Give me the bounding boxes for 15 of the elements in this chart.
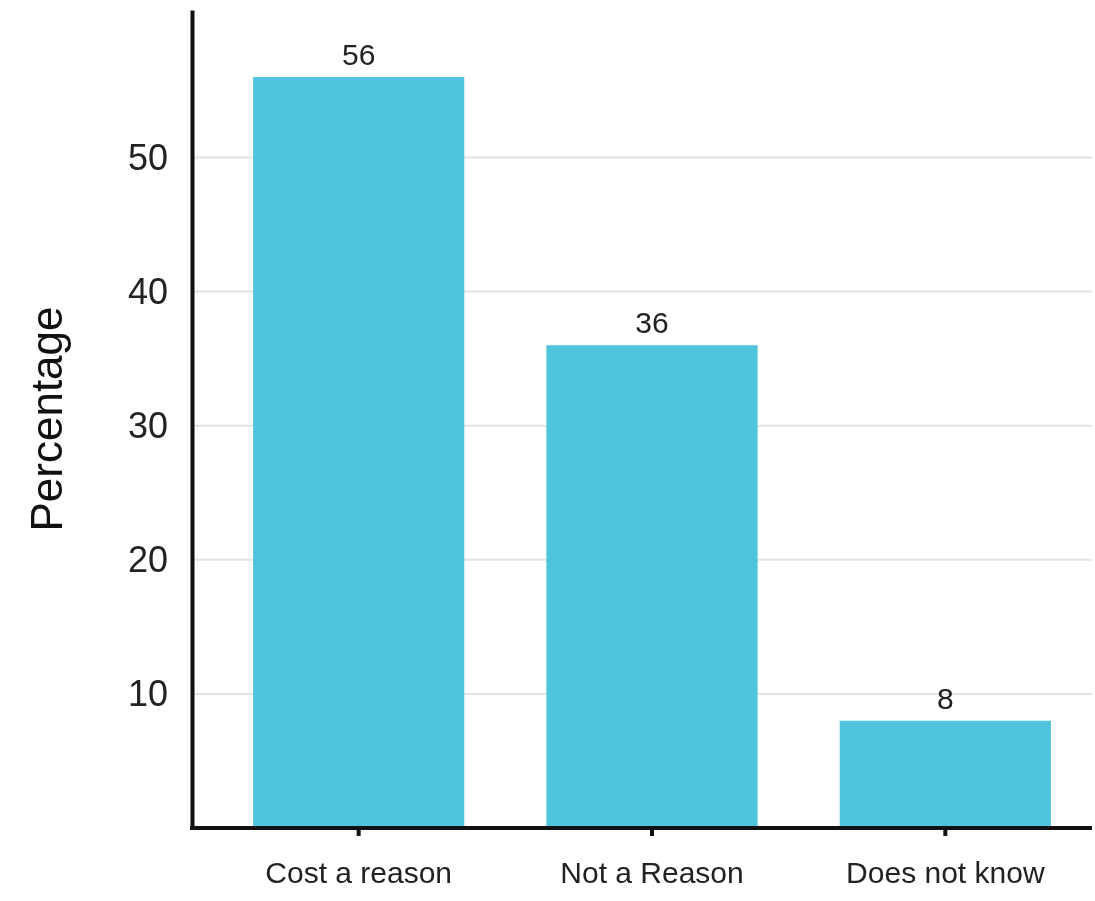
y-tick-label: 30 (127, 404, 168, 446)
y-tick-label: 10 (127, 672, 168, 714)
bar (546, 345, 758, 828)
data-label: 36 (635, 306, 669, 340)
y-tick-label: 20 (127, 538, 168, 580)
x-tick-label: Does not know (846, 856, 1045, 890)
y-tick-label: 40 (127, 270, 168, 312)
bar (253, 77, 465, 828)
bar (839, 720, 1051, 828)
data-label: 56 (341, 38, 376, 72)
data-label: 8 (936, 681, 954, 715)
x-tick-label: Not a Reason (560, 856, 744, 890)
y-axis-title: Percentage (22, 306, 71, 532)
y-tick-label: 50 (127, 136, 168, 178)
x-tick-label: Cost a reason (265, 856, 453, 890)
